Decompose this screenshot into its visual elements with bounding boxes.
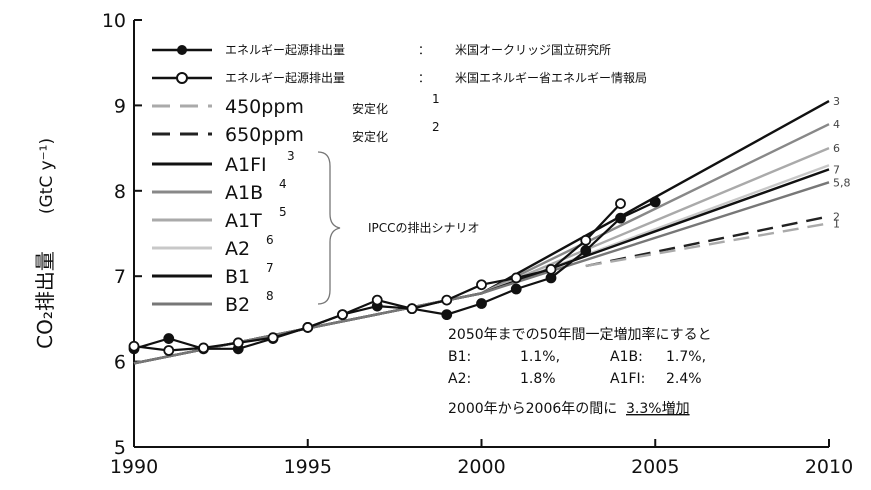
legend-group-label: IPCCの排出シナリオ [368, 221, 480, 235]
y-tick-label: 9 [114, 95, 126, 117]
annotation: 2050年までの50年間一定増加率にすると B1: 1.1%, A1B: 1.7… [448, 326, 712, 417]
annotation-line-1: 2050年までの50年間一定増加率にすると [448, 326, 712, 343]
legend-colon-2: ： [418, 71, 430, 85]
legend-note-450ppm: 1 [432, 92, 440, 106]
y-tick-label: 8 [114, 181, 126, 203]
data-point [476, 298, 487, 309]
legend-label-a1b: A1B [225, 182, 263, 204]
x-tick-label: 2005 [631, 456, 679, 478]
legend-marker-filled [177, 45, 187, 55]
data-point [302, 322, 314, 333]
annotation-rate-a1b-value: 1.7%, [666, 349, 706, 365]
legend-label-a1fi: A1FI [225, 154, 267, 176]
y-tick-label: 5 [114, 437, 126, 459]
annotation-line-3-highlight: 3.3%増加 [626, 401, 690, 417]
legend-suffix-650ppm: 安定化 [352, 129, 388, 144]
series-end-label: 5,8 [833, 176, 851, 189]
data-point [371, 294, 383, 306]
legend-note-a1t: 5 [279, 205, 287, 219]
legend-label-a1t: A1T [225, 210, 262, 232]
series-end-label: 6 [833, 142, 840, 155]
legend-label-a2: A2 [225, 238, 250, 260]
y-axis-label-unit: (GtC y⁻¹) [37, 138, 57, 214]
annotation-rate-b1-value: 1.1%, [520, 349, 560, 365]
x-tick-label: 2010 [805, 456, 853, 478]
annotation-rate-b1-name: B1: [448, 349, 471, 365]
data-point [128, 340, 140, 352]
legend-label-450ppm: 450ppm [225, 96, 304, 118]
x-tick-label: 1995 [284, 456, 332, 478]
legend-source-1: 米国オークリッジ国立研究所 [455, 42, 611, 57]
data-point [337, 309, 348, 321]
annotation-rate-a2-name: A2: [448, 371, 471, 387]
annotation-rate-a2-value: 1.8% [520, 371, 556, 387]
series-end-label: 7 [833, 163, 840, 176]
annotation-rate-a1fi-name: A1FI: [610, 371, 645, 387]
legend: エネルギー起源排出量 ： 米国オークリッジ国立研究所 エネルギー起源排出量 ： … [152, 42, 647, 316]
data-point [267, 332, 279, 344]
legend-marker-open [176, 72, 188, 84]
annotation-line-3-prefix: 2000年から2006年の間に [448, 401, 617, 417]
legend-note-b2: 8 [266, 289, 274, 303]
data-point [580, 245, 592, 256]
series-line [133, 200, 656, 350]
data-point [441, 294, 453, 306]
y-axis-label-main: CO₂排出量 [33, 251, 57, 349]
data-point [232, 337, 244, 349]
series-line [585, 222, 830, 268]
series-end-label: 3 [833, 95, 840, 108]
legend-label-650ppm: 650ppm [225, 124, 304, 146]
data-point [615, 212, 626, 224]
legend-label-b1: B1 [225, 266, 250, 288]
annotation-rate-a1fi-value: 2.4% [666, 371, 702, 387]
legend-source-2: 米国エネルギー省エネルギー情報局 [455, 71, 647, 85]
y-tick-label: 7 [114, 266, 126, 288]
series-line [585, 215, 830, 268]
legend-note-a1fi: 3 [287, 149, 295, 163]
data-point [649, 196, 661, 208]
data-point [510, 283, 522, 295]
legend-colon-1: ： [418, 43, 430, 57]
data-point [580, 234, 592, 246]
x-tick-label: 1990 [110, 456, 158, 478]
data-point [406, 303, 418, 315]
data-point [163, 345, 175, 356]
series-line [133, 181, 830, 365]
data-point [476, 279, 487, 291]
y-axis-label: CO₂排出量 (GtC y⁻¹) [33, 138, 57, 349]
annotation-rate-a1b-name: A1B: [610, 349, 643, 365]
legend-note-a2: 6 [266, 233, 274, 247]
x-tick-label: 2000 [457, 456, 505, 478]
series-end-label: 1 [833, 217, 840, 230]
legend-label-observed-1: エネルギー起源排出量 [225, 43, 345, 57]
data-point [441, 309, 453, 321]
y-tick-label: 6 [114, 352, 126, 374]
data-point [545, 263, 557, 275]
legend-suffix-450ppm: 安定化 [352, 101, 388, 116]
series-end-label: 4 [833, 118, 840, 131]
data-point [510, 272, 522, 284]
legend-note-b1: 7 [266, 261, 274, 275]
legend-note-a1b: 4 [279, 177, 287, 191]
data-point [615, 198, 626, 210]
data-point [163, 333, 175, 344]
data-point [198, 342, 209, 354]
legend-label-observed-2: エネルギー起源排出量 [225, 71, 345, 85]
legend-brace [317, 151, 341, 305]
series-end-label: 2 [833, 210, 840, 223]
legend-note-650ppm: 2 [432, 120, 440, 134]
y-tick-label: 10 [102, 10, 126, 32]
legend-label-b2: B2 [225, 294, 250, 316]
